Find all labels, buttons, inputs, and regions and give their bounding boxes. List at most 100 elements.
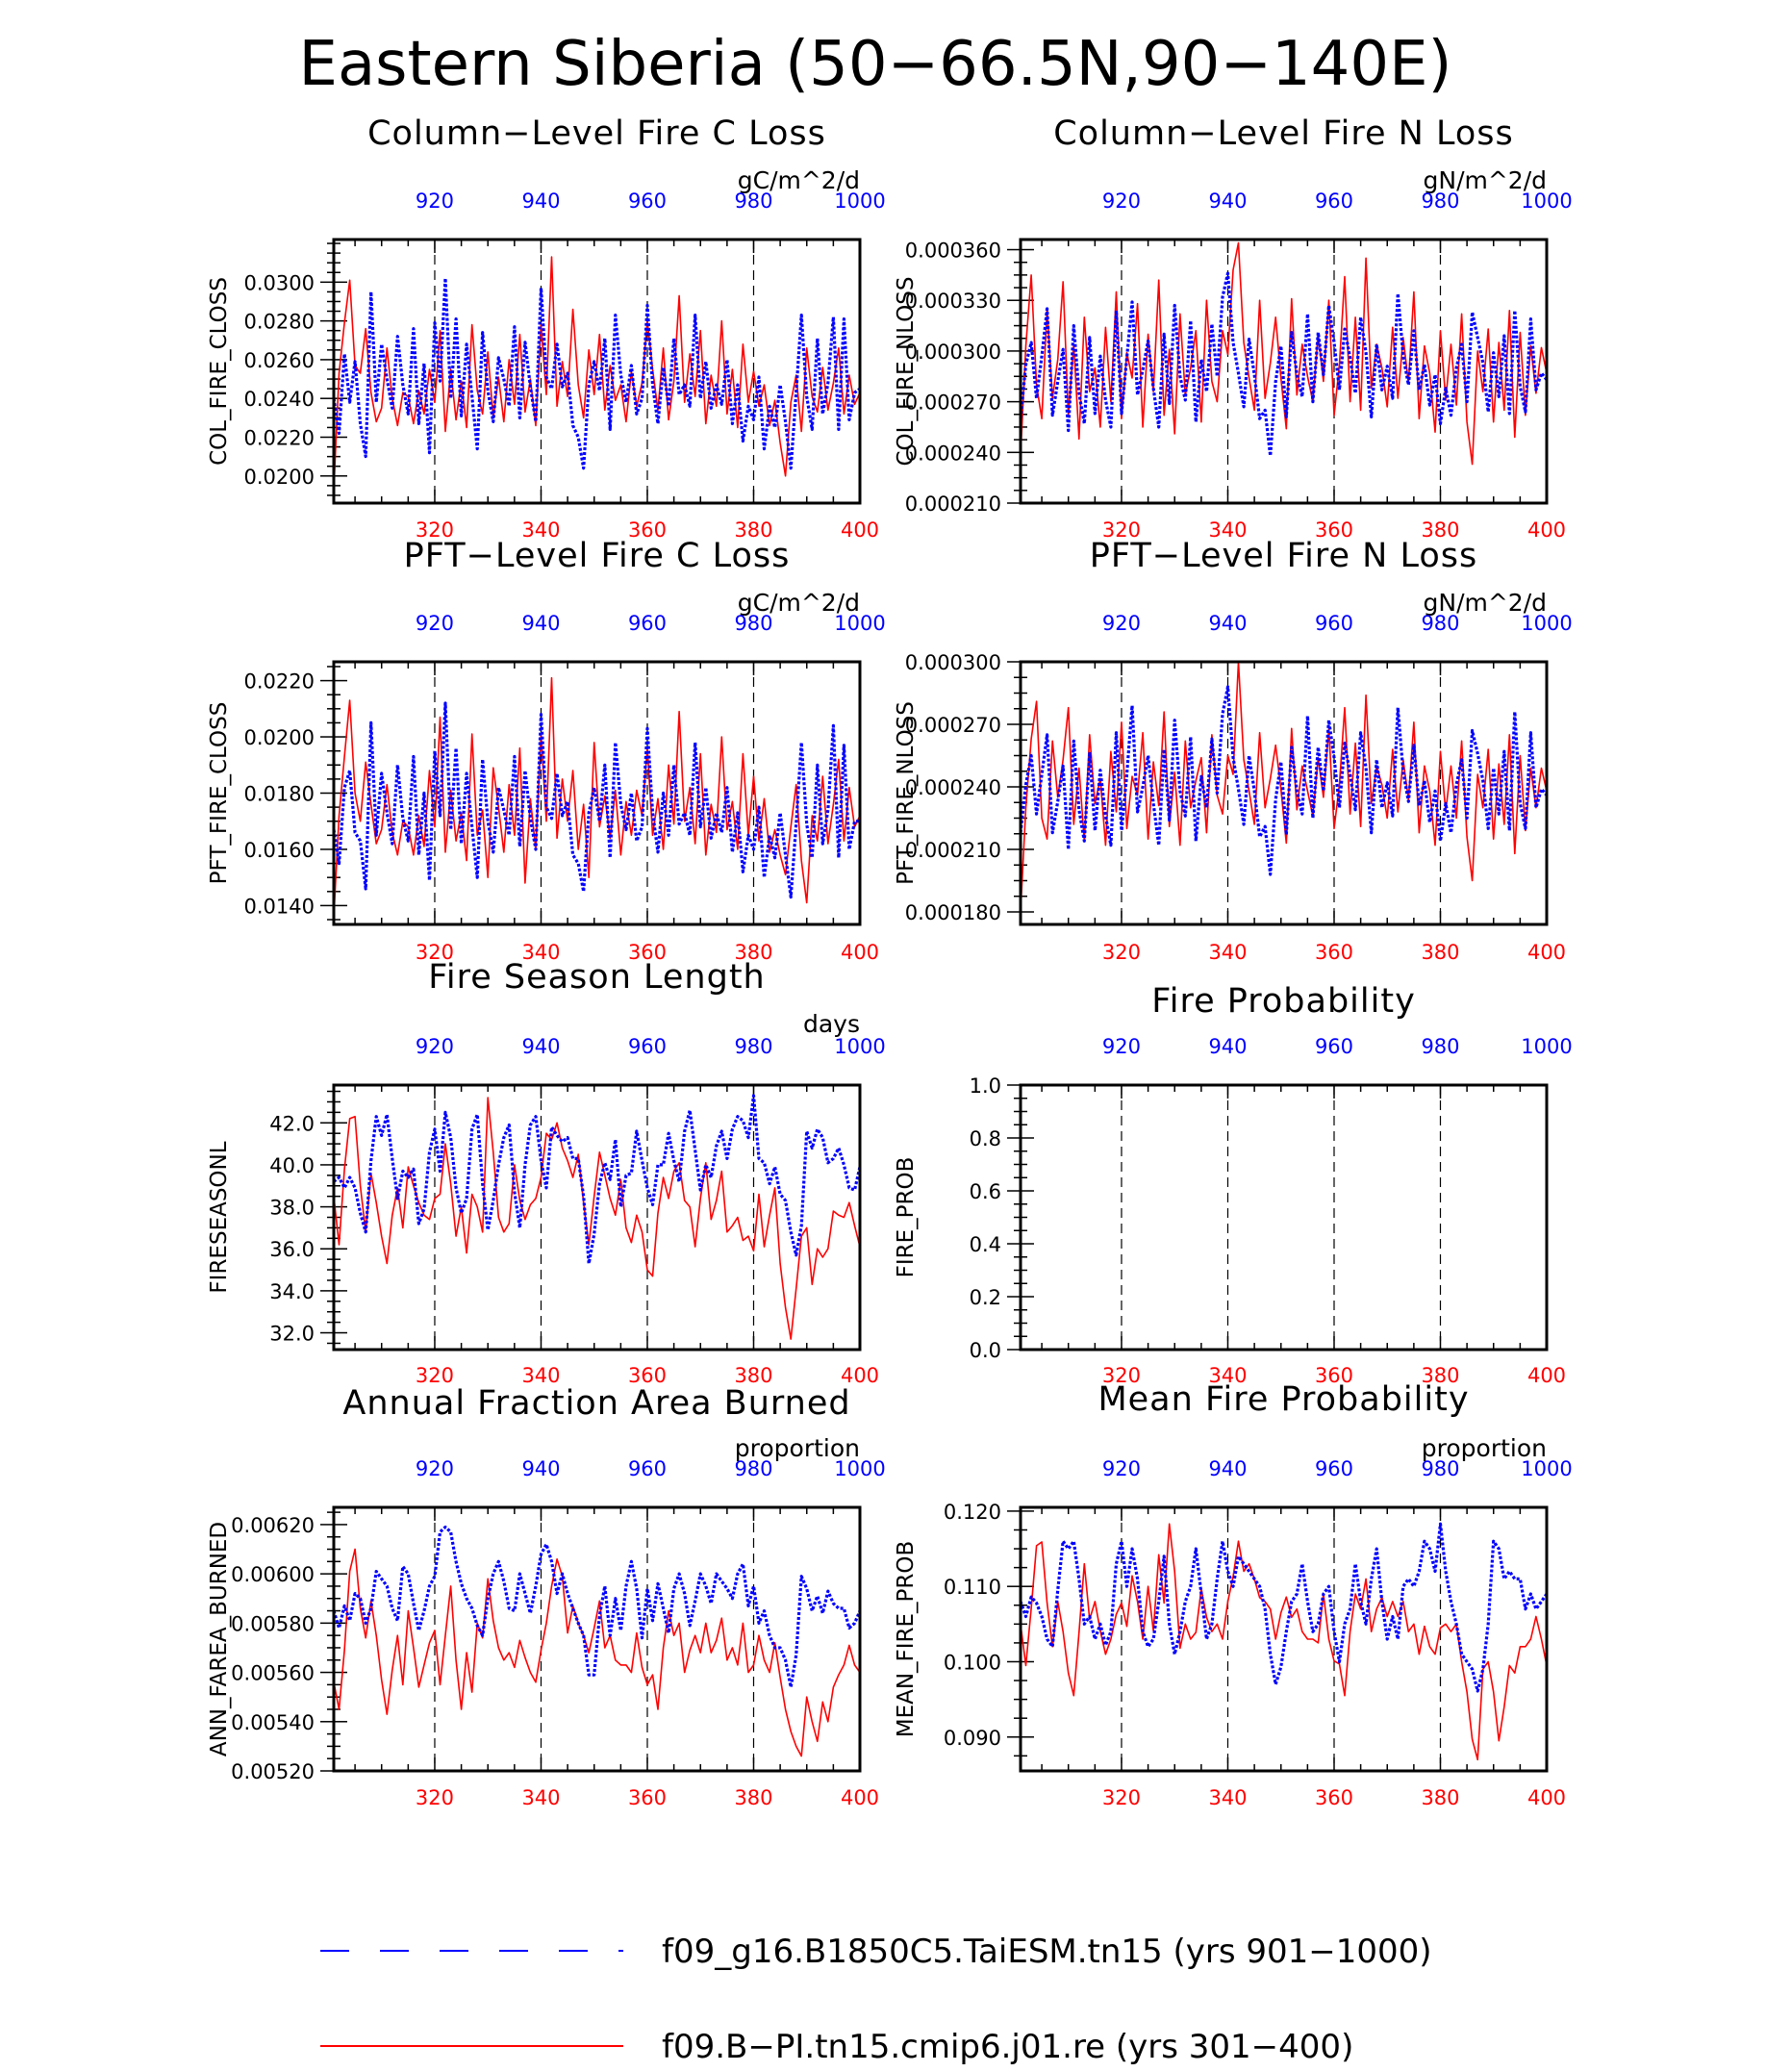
x-tick-label-bottom: 400 [841, 1786, 879, 1809]
y-tick-label: 0.000210 [905, 839, 1001, 862]
x-tick-label-bottom: 340 [1208, 941, 1247, 964]
x-tick-label-bottom: 320 [1102, 1364, 1141, 1387]
y-tick-label: 1.0 [970, 1074, 1001, 1098]
x-tick-label-bottom: 400 [841, 941, 879, 964]
x-tick-label-bottom: 320 [416, 1364, 454, 1387]
units-label: gC/m^2/d [738, 589, 860, 617]
units-label: gN/m^2/d [1424, 166, 1548, 194]
x-tick-label-top: 940 [1208, 612, 1247, 635]
x-tick-label-bottom: 400 [841, 1364, 879, 1387]
x-tick-label-top: 940 [521, 1457, 560, 1480]
panel-title: Column−Level Fire C Loss [367, 114, 826, 153]
plot-frame [1019, 660, 1549, 926]
y-tick-label: 0.6 [970, 1180, 1001, 1203]
x-tick-label-bottom: 320 [1102, 1786, 1141, 1809]
x-tick-label-bottom: 400 [1527, 1364, 1566, 1387]
y-tick-label: 32.0 [269, 1323, 315, 1346]
x-tick-label-top: 1000 [834, 1457, 885, 1480]
y-tick-label: 0.0220 [244, 427, 315, 450]
x-tick-label-top: 940 [521, 612, 560, 635]
legend-label-1: f09_g16.B1850C5.TaiESM.tn15 (yrs 901−100… [662, 1933, 1432, 1971]
x-tick-label-top: 960 [1315, 612, 1353, 635]
series-line-blue [1019, 685, 1549, 876]
panel-6: Fire Probability FIRE_PROB 320 340 360 380 400… [894, 982, 1573, 1387]
y-axis-label: COL_FIRE_NLOSS [894, 276, 919, 466]
y-tick-label: 0.0280 [244, 311, 315, 334]
units-label: gN/m^2/d [1424, 589, 1548, 617]
x-tick-label-bottom: 380 [1421, 1786, 1459, 1809]
y-tick-label: 34.0 [269, 1280, 315, 1303]
x-tick-label-top: 980 [1421, 1035, 1459, 1058]
y-axis-label: COL_FIRE_CLOSS [207, 277, 232, 466]
series-line-red [333, 676, 861, 918]
panel-8: Mean Fire Probability proportion MEAN_FIRE… [894, 1380, 1573, 1809]
x-tick-label-top: 960 [628, 190, 667, 213]
panel-title: Mean Fire Probability [1097, 1380, 1469, 1419]
y-tick-label: 0.0220 [244, 670, 315, 694]
units-label: proportion [1422, 1434, 1547, 1462]
legend: f09_g16.B1850C5.TaiESM.tn15 (yrs 901−100… [320, 1933, 1432, 2066]
series-line-blue [332, 701, 860, 899]
x-tick-label-top: 960 [1315, 190, 1353, 213]
series-line-red [1020, 661, 1548, 913]
y-tick-label: 0.4 [970, 1233, 1001, 1256]
plot-frame [332, 1083, 862, 1352]
x-tick-label-top: 940 [521, 190, 560, 213]
x-tick-label-bottom: 380 [734, 1786, 772, 1809]
x-tick-label-bottom: 380 [734, 941, 772, 964]
panel-title: Annual Fraction Area Burned [342, 1384, 850, 1423]
x-tick-label-bottom: 360 [1315, 941, 1353, 964]
y-tick-label: 0.0160 [244, 839, 315, 862]
y-tick-label: 0.0260 [244, 349, 315, 372]
y-tick-label: 0.00520 [231, 1760, 315, 1783]
y-tick-label: 0.00600 [231, 1563, 315, 1586]
series-line-blue [332, 1525, 862, 1689]
x-tick-label-bottom: 360 [628, 1364, 667, 1387]
x-tick-label-bottom: 340 [521, 941, 560, 964]
x-tick-label-bottom: 360 [1315, 1364, 1353, 1387]
y-tick-label: 0.0180 [244, 783, 315, 806]
x-tick-label-top: 920 [1102, 190, 1141, 213]
x-tick-label-top: 960 [628, 1035, 667, 1058]
x-tick-label-top: 920 [416, 190, 454, 213]
panel-3: PFT−Level Fire C Loss gC/m^2/d PFT_FIRE_CL… [207, 537, 886, 964]
units-label: days [803, 1010, 860, 1038]
y-tick-label: 0.0200 [244, 466, 315, 489]
x-tick-label-top: 960 [1315, 1457, 1353, 1480]
x-tick-label-bottom: 360 [1315, 518, 1353, 542]
legend-label-2: f09.B−PI.tn15.cmip6.j01.re (yrs 301−400) [662, 2028, 1353, 2066]
x-tick-label-top: 980 [734, 1457, 772, 1480]
y-tick-label: 0.000300 [905, 651, 1001, 674]
x-tick-label-bottom: 340 [1208, 1364, 1247, 1387]
y-tick-label: 0.8 [970, 1127, 1001, 1150]
plot-frame [332, 660, 862, 926]
x-tick-label-top: 1000 [1521, 190, 1572, 213]
y-tick-label: 0.00580 [231, 1612, 315, 1635]
x-tick-label-top: 1000 [834, 190, 885, 213]
x-tick-label-bottom: 380 [1421, 1364, 1459, 1387]
x-tick-label-top: 1000 [1521, 612, 1572, 635]
x-tick-label-top: 980 [734, 1035, 772, 1058]
x-tick-label-top: 940 [1208, 1035, 1247, 1058]
x-tick-label-top: 960 [1315, 1035, 1353, 1058]
plot-frame [332, 1505, 862, 1773]
x-tick-label-bottom: 320 [416, 1786, 454, 1809]
panel-title: PFT−Level Fire C Loss [404, 537, 791, 575]
x-tick-label-bottom: 360 [628, 941, 667, 964]
y-tick-label: 0.0140 [244, 895, 315, 918]
x-tick-label-top: 920 [1102, 1457, 1141, 1480]
x-tick-label-top: 940 [1208, 190, 1247, 213]
y-tick-label: 0.0 [970, 1339, 1001, 1362]
x-tick-label-top: 960 [628, 1457, 667, 1480]
y-tick-label: 0.00620 [231, 1514, 315, 1537]
panel-title: Column−Level Fire N Loss [1053, 114, 1514, 153]
panels: Column−Level Fire C Loss gC/m^2/d COL_FIRE… [207, 114, 1573, 1809]
panel-4: PFT−Level Fire N Loss gN/m^2/d PFT_FIRE_NL… [894, 537, 1573, 964]
x-tick-label-top: 1000 [834, 612, 885, 635]
y-tick-label: 36.0 [269, 1238, 315, 1261]
units-label: gC/m^2/d [738, 166, 860, 194]
y-tick-label: 0.000270 [905, 714, 1001, 737]
x-tick-label-top: 920 [1102, 612, 1141, 635]
series-line-blue [333, 1094, 862, 1266]
